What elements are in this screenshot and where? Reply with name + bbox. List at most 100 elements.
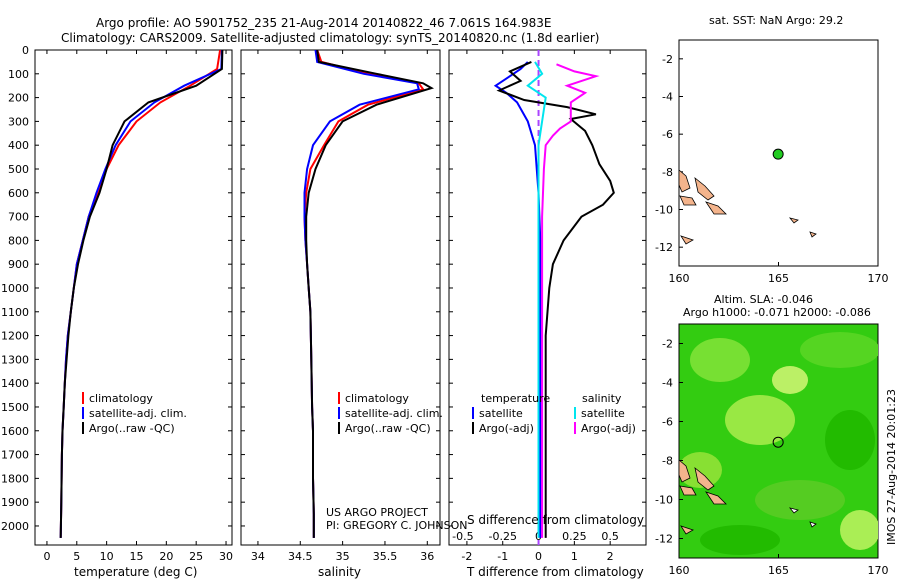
imos-stamp: IMOS 27-Aug-2014 20:01:23 — [885, 389, 898, 545]
sla-heatmap — [679, 332, 878, 555]
map-axes: 160 165 170 -2 -4 -6 -8 -10 -12 160 165 170 -2 -4 -6 -8… — [655, 53, 888, 577]
header-line2: Climatology: CARS2009. Satellite-adjuste… — [61, 31, 599, 45]
island-shape — [694, 176, 715, 201]
temperature-series — [59, 50, 224, 538]
x-tick-label: 5 — [73, 550, 80, 563]
series-line-satellite-adj-clim- — [59, 50, 223, 538]
legend-label-satellite: satellite-adj. clim. — [89, 407, 187, 420]
salinity-panel-frame — [240, 49, 441, 546]
map-x-tick-label: 160 — [669, 564, 690, 577]
depth-tick-label: 1000 — [1, 282, 29, 295]
depth-tick-label: 600 — [8, 187, 29, 200]
land-sst-map — [678, 169, 817, 245]
sla-blob — [772, 366, 808, 394]
s-diff-tick-label: -0.25 — [488, 530, 516, 543]
s-diff-tick-label: 0.25 — [562, 530, 587, 543]
map-y-tick-label: -8 — [662, 455, 673, 468]
temperature-xlabel: temperature (deg C) — [74, 565, 197, 579]
x-tick-label: 2 — [607, 550, 614, 563]
island-shape — [678, 459, 691, 483]
depth-tick-label: 500 — [8, 163, 29, 176]
temperature-axis: 0 5 10 15 20 25 30 — [43, 50, 233, 563]
map-y-tick-label: -4 — [662, 377, 673, 390]
sla-blob — [755, 480, 845, 520]
island-shape — [705, 201, 727, 215]
salinity-series — [303, 50, 435, 538]
legend-heading-temperature: temperature — [481, 392, 550, 405]
series-line-satellite-adj-clim- — [303, 50, 421, 538]
depth-tick-label: 1100 — [1, 306, 29, 319]
depth-axis: 0 100 200 300 400 500 600 700 800 900 1000 1100 1200… — [1, 44, 646, 533]
series-line-t-argo-adj- — [496, 60, 615, 538]
series-line-t-satellite — [493, 61, 542, 538]
difference-legend: temperature salinity satellite Argo(-adj… — [472, 392, 636, 435]
sla-blob — [840, 510, 878, 550]
sla-blob — [679, 452, 722, 488]
series-line-climatology — [303, 50, 425, 538]
map-x-tick-label: 165 — [768, 272, 789, 285]
sla-blob — [825, 410, 875, 470]
x-tick-label: 10 — [100, 550, 114, 563]
sla-blob — [725, 395, 795, 445]
map-y-tick-label: -12 — [655, 241, 673, 254]
island-shape — [679, 485, 697, 496]
depth-tick-label: 1200 — [1, 330, 29, 343]
x-tick-label: 25 — [189, 550, 203, 563]
x-tick-label: 34 — [251, 550, 265, 563]
map-y-tick-label: -12 — [655, 533, 673, 546]
legend-label-satellite: satellite-adj. clim. — [345, 407, 443, 420]
island-shape — [680, 525, 694, 535]
legend-label-climatology: climatology — [345, 392, 409, 405]
legend-label-argo: Argo(..raw -QC) — [89, 422, 175, 435]
map-x-tick-label: 170 — [868, 272, 889, 285]
depth-tick-label: 2000 — [1, 520, 29, 533]
difference-axis: -2 -1 0 1 2-0.5 -0.25 0 0.25 0.5 — [452, 50, 619, 563]
credit-pi: PI: GREGORY C. JOHNSON — [326, 519, 467, 532]
island-shape — [678, 169, 691, 193]
map-x-tick-label: 170 — [868, 564, 889, 577]
sla-blob — [800, 332, 878, 368]
island-shape — [680, 235, 694, 245]
depth-tick-label: 900 — [8, 258, 29, 271]
x-tick-label: 30 — [219, 550, 233, 563]
depth-tick-label: 1900 — [1, 496, 29, 509]
s-diff-tick-label: 0.5 — [601, 530, 619, 543]
map-y-tick-label: -4 — [662, 91, 673, 104]
island-shape — [679, 195, 697, 206]
credit-project: US ARGO PROJECT — [326, 506, 428, 519]
salinity-xlabel: salinity — [318, 565, 361, 579]
float-location-marker — [772, 436, 784, 448]
island-shape — [788, 217, 799, 224]
x-tick-label: 15 — [129, 550, 143, 563]
series-line-argo-raw-qc- — [305, 50, 435, 538]
depth-tick-label: 300 — [8, 115, 29, 128]
sla-map-title: Altim. SLA: -0.046 — [714, 293, 813, 306]
map-y-tick-label: -2 — [662, 338, 673, 351]
salinity-legend: climatology satellite-adj. clim. Argo(..… — [338, 392, 443, 435]
series-line-climatology — [59, 50, 222, 538]
series-line-s-argo-adj- — [541, 63, 600, 538]
island-shape — [705, 491, 727, 505]
depth-tick-label: 1500 — [1, 401, 29, 414]
sla-blob — [700, 525, 780, 555]
map-y-tick-label: -2 — [662, 53, 673, 66]
x-tick-label: -1 — [497, 550, 508, 563]
x-tick-label: 35.5 — [373, 550, 398, 563]
island-shape — [809, 231, 817, 238]
map-y-tick-label: -8 — [662, 166, 673, 179]
map-y-tick-label: -6 — [662, 416, 673, 429]
island-shape — [788, 507, 799, 514]
legend-label-climatology: climatology — [89, 392, 153, 405]
legend-label-t-argo: Argo(-adj) — [479, 422, 534, 435]
map-x-tick-label: 165 — [768, 564, 789, 577]
series-line-s-satellite — [526, 61, 547, 538]
header-line1: Argo profile: AO 5901752_235 21-Aug-2014… — [96, 16, 552, 30]
float-location-markers — [772, 148, 784, 448]
land-sla-map — [678, 459, 817, 535]
depth-tick-label: 1800 — [1, 472, 29, 485]
depth-tick-label: 0 — [22, 44, 29, 57]
difference-panel-frame — [448, 49, 647, 546]
x-tick-label: 1 — [571, 550, 578, 563]
depth-tick-label: 1400 — [1, 377, 29, 390]
